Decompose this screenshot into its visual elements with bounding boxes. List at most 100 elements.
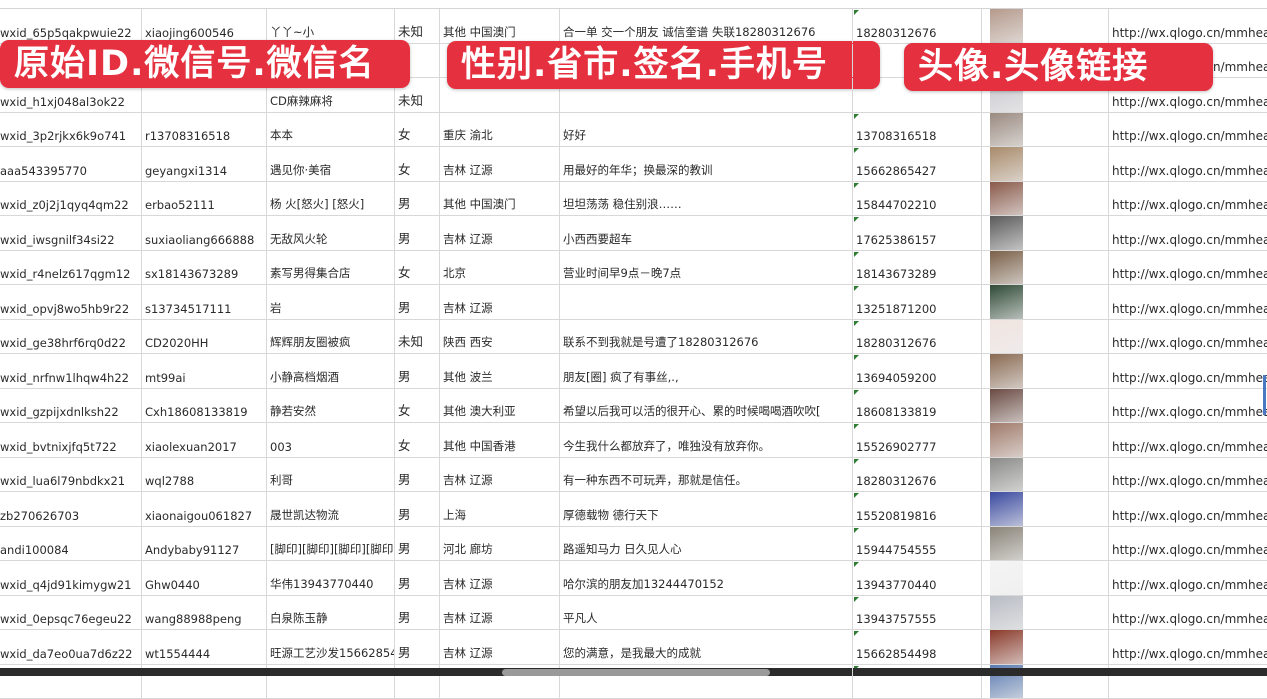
avatar-url-cell[interactable]: http://wx.qlogo.cn/mmhead (1109, 251, 1267, 285)
nickname-cell[interactable]: 静若安然 (267, 389, 395, 423)
region-cell[interactable]: 吉林 辽源 (440, 561, 560, 595)
phone-cell[interactable]: 18280312676 (853, 458, 982, 492)
nickname-cell[interactable]: 辉辉朋友圈被疯 (267, 320, 395, 354)
nickname-cell[interactable]: 利哥 (267, 458, 395, 492)
region-cell[interactable]: 其他 波兰 (440, 354, 560, 388)
avatar-cell[interactable] (982, 285, 1109, 319)
phone-cell[interactable]: 18143673289 (853, 251, 982, 285)
signature-cell[interactable]: 联系不到我就是号遭了18280312676 (560, 320, 853, 354)
avatar-url-cell[interactable]: http://wx.qlogo.cn/mmhead (1109, 423, 1267, 457)
signature-cell[interactable]: 有一种东西不可玩弄，那就是信任。 (560, 458, 853, 492)
avatar-cell[interactable] (982, 251, 1109, 285)
avatar-url-cell[interactable]: http://wx.qlogo.cn/mmhead (1109, 9, 1267, 43)
original-id-cell[interactable]: wxid_3p2rjkx6k9o741 (0, 113, 142, 147)
phone-cell[interactable]: 18280312676 (853, 9, 982, 43)
region-cell[interactable]: 吉林 辽源 (440, 285, 560, 319)
avatar-cell[interactable] (982, 182, 1109, 216)
region-cell[interactable]: 其他 中国澳门 (440, 9, 560, 43)
region-cell[interactable]: 上海 (440, 492, 560, 526)
gender-cell[interactable]: 女 (395, 251, 440, 285)
nickname-cell[interactable]: 遇见你·美宿 (267, 147, 395, 181)
signature-cell[interactable]: 小西西要超车 (560, 216, 853, 250)
avatar-url-cell[interactable]: http://wx.qlogo.cn/mmhead (1109, 458, 1267, 492)
nickname-cell[interactable]: 晟世凯达物流 (267, 492, 395, 526)
wechat-id-cell[interactable]: wt1554444 (142, 630, 267, 664)
avatar-cell[interactable] (982, 458, 1109, 492)
phone-cell[interactable]: 15520819816 (853, 492, 982, 526)
original-id-cell[interactable]: wxid_r4nelz617qgm12 (0, 251, 142, 285)
wechat-id-cell[interactable]: geyangxi1314 (142, 147, 267, 181)
avatar-url-cell[interactable]: http://wx.qlogo.cn/mmhead (1109, 389, 1267, 423)
avatar-url-cell[interactable]: http://wx.qlogo.cn/mmhead (1109, 147, 1267, 181)
wechat-id-cell[interactable]: r13708316518 (142, 113, 267, 147)
original-id-cell[interactable]: andi100084 (0, 527, 142, 561)
signature-cell[interactable]: 营业时间早9点－晚7点 (560, 251, 853, 285)
original-id-cell[interactable]: wxid_z0j2j1qyq4qm22 (0, 182, 142, 216)
gender-cell[interactable]: 男 (395, 182, 440, 216)
wechat-id-cell[interactable]: erbao52111 (142, 182, 267, 216)
gender-cell[interactable]: 男 (395, 216, 440, 250)
gender-cell[interactable]: 女 (395, 147, 440, 181)
signature-cell[interactable] (560, 665, 853, 699)
avatar-cell[interactable] (982, 354, 1109, 388)
avatar-url-cell[interactable]: http://wx.qlogo.cn/mmhead (1109, 630, 1267, 664)
signature-cell[interactable]: 今生我什么都放弃了，唯独没有放弃你。 (560, 423, 853, 457)
nickname-cell[interactable]: 本本 (267, 113, 395, 147)
original-id-cell[interactable]: wxid_nrfnw1lhqw4h22 (0, 354, 142, 388)
nickname-cell[interactable]: 无敌风火轮 (267, 216, 395, 250)
nickname-cell[interactable]: 杨 火[怒火] [怒火] (267, 182, 395, 216)
avatar-url-cell[interactable]: http://wx.qlogo.cn/mmhead (1109, 492, 1267, 526)
gender-cell[interactable]: 女 (395, 113, 440, 147)
gender-cell[interactable]: 女 (395, 389, 440, 423)
phone-cell[interactable]: 13943770440 (853, 561, 982, 595)
gender-cell[interactable]: 女 (395, 423, 440, 457)
avatar-cell[interactable] (982, 9, 1109, 43)
phone-cell[interactable]: 15526902777 (853, 423, 982, 457)
wechat-id-cell[interactable]: Andybaby91127 (142, 527, 267, 561)
avatar-cell[interactable] (982, 423, 1109, 457)
avatar-cell[interactable] (982, 492, 1109, 526)
wechat-id-cell[interactable]: wql2788 (142, 458, 267, 492)
signature-cell[interactable]: 好好 (560, 113, 853, 147)
original-id-cell[interactable]: wxid_lua6l79nbdkx21 (0, 458, 142, 492)
region-cell[interactable]: 吉林 辽源 (440, 458, 560, 492)
avatar-cell[interactable] (982, 389, 1109, 423)
phone-cell[interactable]: 13708316518 (853, 113, 982, 147)
phone-cell[interactable]: 13251871200 (853, 285, 982, 319)
signature-cell[interactable]: 路遥知马力 日久见人心 (560, 527, 853, 561)
avatar-url-cell[interactable]: http://wx.qlogo.cn/mmhead (1109, 216, 1267, 250)
signature-cell[interactable] (560, 78, 853, 112)
signature-cell[interactable]: 平凡人 (560, 596, 853, 630)
signature-cell[interactable]: 合一单 交一个朋友 诚信奎谱 失联18280312676 (560, 9, 853, 43)
avatar-url-cell[interactable]: http://wx.qlogo.cn/mmhead (1109, 285, 1267, 319)
signature-cell[interactable]: 希望以后我可以活的很开心、累的时候喝喝酒吹吹[ (560, 389, 853, 423)
avatar-cell[interactable] (982, 320, 1109, 354)
region-cell[interactable]: 吉林 辽源 (440, 216, 560, 250)
avatar-url-cell[interactable]: http://wx.qlogo.cn/mmhead (1109, 561, 1267, 595)
wechat-id-cell[interactable]: CD2020HH (142, 320, 267, 354)
wechat-id-cell[interactable]: Ghw0440 (142, 561, 267, 595)
nickname-cell[interactable]: [脚印][脚印][脚印][脚印] (267, 527, 395, 561)
gender-cell[interactable]: 男 (395, 492, 440, 526)
wechat-id-cell[interactable]: mt99ai (142, 354, 267, 388)
nickname-cell[interactable]: 丫丫~小 (267, 9, 395, 43)
gender-cell[interactable]: 男 (395, 285, 440, 319)
region-cell[interactable]: 北京 (440, 251, 560, 285)
nickname-cell[interactable]: 岩 (267, 285, 395, 319)
avatar-cell[interactable] (982, 561, 1109, 595)
vertical-scrollbar-thumb[interactable] (1263, 375, 1266, 415)
nickname-cell[interactable]: 素写男得集合店 (267, 251, 395, 285)
phone-cell[interactable]: 13694059200 (853, 354, 982, 388)
wechat-id-cell[interactable]: s13734517111 (142, 285, 267, 319)
gender-cell[interactable]: 男 (395, 527, 440, 561)
region-cell[interactable]: 吉林 辽源 (440, 147, 560, 181)
wechat-id-cell[interactable]: sx18143673289 (142, 251, 267, 285)
region-cell[interactable]: 重庆 渝北 (440, 113, 560, 147)
phone-cell[interactable]: 15662854498 (853, 630, 982, 664)
gender-cell[interactable]: 男 (395, 630, 440, 664)
gender-cell[interactable]: 未知 (395, 9, 440, 43)
nickname-cell[interactable]: 华伟13943770440 (267, 561, 395, 595)
phone-cell[interactable]: 15844702210 (853, 182, 982, 216)
wechat-id-cell[interactable]: xiaojing600546 (142, 9, 267, 43)
avatar-url-cell[interactable]: http://wx.qlogo.cn/mmhead (1109, 527, 1267, 561)
